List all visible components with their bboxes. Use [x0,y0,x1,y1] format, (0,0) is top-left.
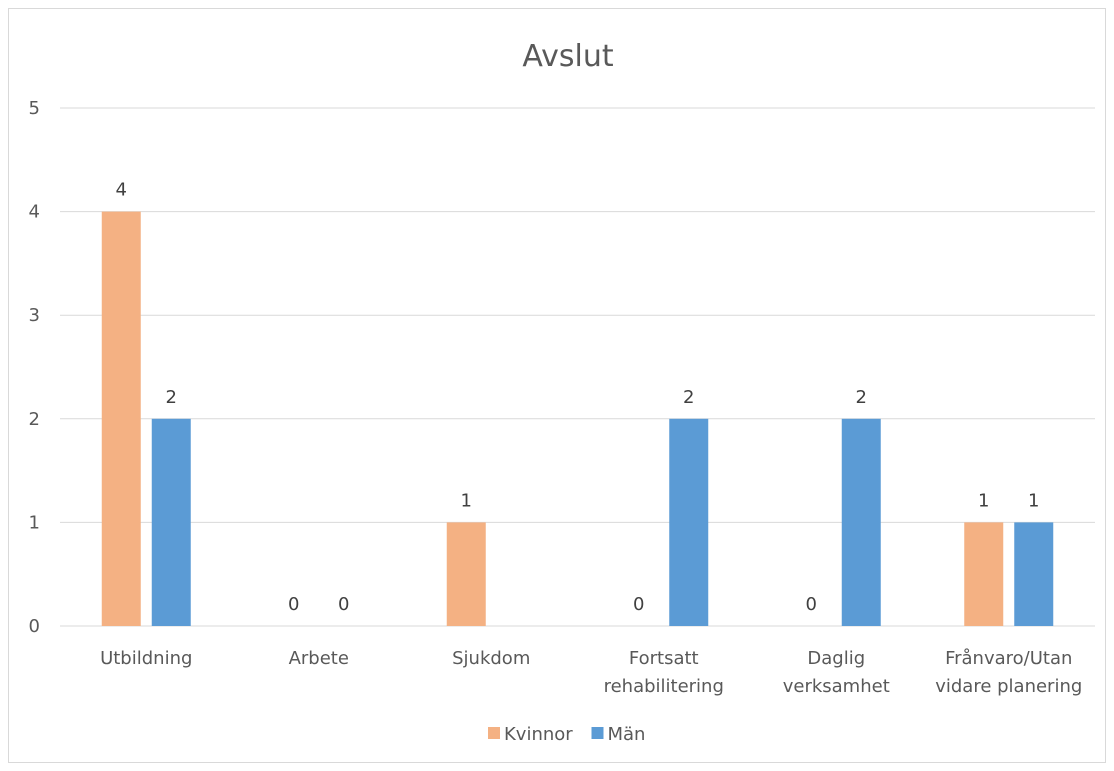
data-label: 2 [166,387,177,408]
data-label: 1 [1028,490,1039,511]
x-tick-label: verksamhet [783,676,890,697]
chart-title: Avslut [522,39,613,74]
legend-label: Män [608,724,646,745]
x-tick-label: Daglig [807,648,865,669]
x-tick-label: Fortsatt [629,648,699,669]
bar-män [1014,522,1054,626]
legend-swatch [488,727,500,739]
data-label: 0 [806,594,817,615]
y-tick-label: 3 [29,305,40,326]
legend-label: Kvinnor [504,724,573,745]
bar-kvinnor [964,522,1004,626]
x-tick-label: Sjukdom [452,648,530,669]
data-label: 2 [683,387,694,408]
y-tick-label: 2 [29,409,40,430]
data-label: 0 [633,594,644,615]
legend-swatch [591,727,604,739]
x-tick-label: Utbildning [100,648,192,669]
bar-kvinnor [446,522,486,626]
y-tick-label: 4 [29,202,40,223]
y-tick-label: 0 [29,616,40,637]
data-label: 2 [856,387,867,408]
x-tick-label: Arbete [289,648,349,669]
chart-frame [8,8,1106,763]
y-tick-label: 5 [29,98,40,119]
data-label: 1 [978,490,989,511]
x-tick-label: Frånvaro/Utan [945,648,1072,669]
data-label: 1 [461,490,472,511]
x-tick-label: rehabilitering [604,676,724,697]
bar-kvinnor [101,211,141,626]
data-label: 0 [288,594,299,615]
data-label: 0 [338,594,349,615]
bar-män [151,418,191,626]
x-tick-label: vidare planering [935,676,1082,697]
data-label: 4 [116,180,127,201]
y-tick-label: 1 [29,512,40,533]
bar-män [841,418,881,626]
bar-män [669,418,709,626]
